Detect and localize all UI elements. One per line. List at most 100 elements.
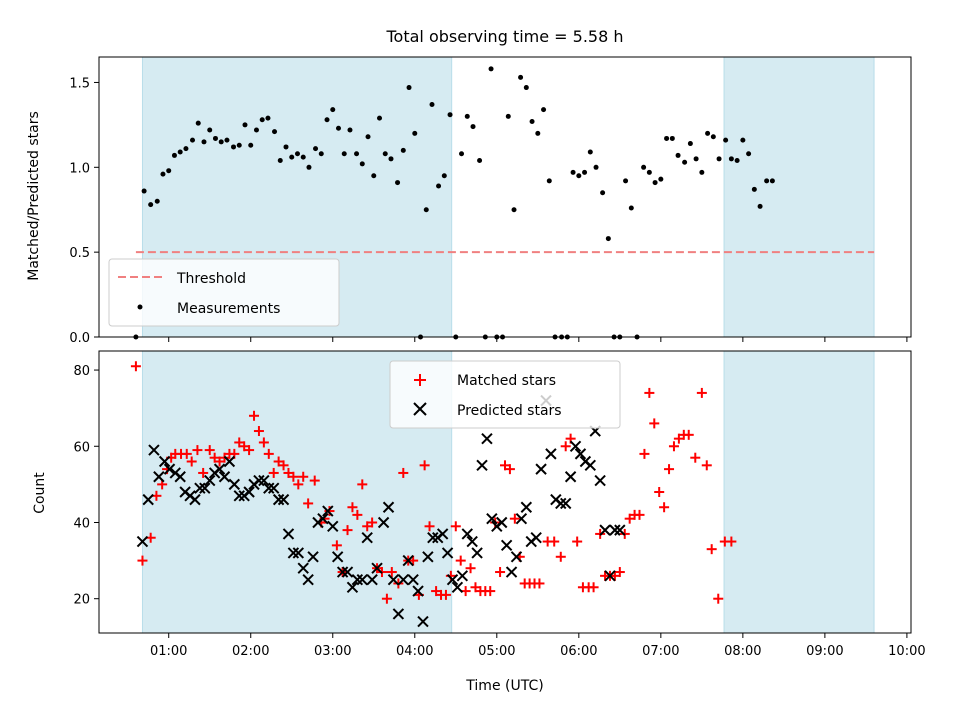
- measurement-point: [464, 113, 470, 119]
- predicted-point-b: [282, 528, 295, 540]
- measurement-point: [505, 113, 511, 119]
- predicted-point-b: [356, 573, 368, 586]
- predicted-point-b: [515, 512, 528, 525]
- predicted-point: [397, 573, 410, 586]
- matched-point: [424, 521, 435, 532]
- predicted-point: [148, 444, 160, 456]
- x-tick-label: 10:00: [888, 644, 925, 659]
- count-axes: 20 40 60 80 01:00 02:00 03:00 04:00 05:00 06:00 07…: [73, 350, 926, 659]
- predicted-point-b: [594, 474, 606, 487]
- predicted-point: [609, 524, 621, 536]
- matched-point: [386, 567, 397, 578]
- count-legend: Matched stars Predicted stars: [389, 360, 621, 429]
- measurement-point: [283, 144, 289, 150]
- matched-point: [204, 445, 215, 456]
- predicted-point: [153, 471, 165, 483]
- matched-point: [324, 506, 335, 517]
- predicted-point-b: [327, 520, 339, 533]
- matched-point: [455, 555, 466, 566]
- measurements-legend-label: Measurements: [177, 301, 280, 317]
- predicted-point: [317, 512, 329, 525]
- predicted-point: [361, 532, 373, 544]
- measurement-point: [259, 117, 265, 123]
- measurement-point: [705, 130, 711, 136]
- ratio-y-axis-label: Matched/Predicted stars: [26, 111, 42, 281]
- x-tick-label: 03:00: [314, 644, 351, 659]
- x-tick-label: 06:00: [560, 644, 597, 659]
- matched-point: [398, 467, 409, 478]
- predicted-point-b: [233, 490, 245, 502]
- matched-point: [342, 525, 353, 536]
- matched-point: [303, 498, 314, 509]
- predicted-point-b: [417, 615, 429, 628]
- predicted-point: [272, 493, 285, 506]
- x-tick-label: 05:00: [478, 644, 515, 659]
- matched-point: [654, 487, 665, 497]
- predicted-point: [471, 547, 483, 559]
- predicted-point-b: [297, 562, 309, 574]
- matched-point: [253, 426, 264, 437]
- matched-point: [644, 387, 655, 398]
- predicted-point: [446, 573, 459, 586]
- predicted-point: [481, 432, 493, 445]
- measurement-point: [272, 129, 278, 135]
- predicted-point: [382, 501, 395, 513]
- predicted-point: [559, 497, 572, 510]
- predicted-point-b: [243, 486, 255, 498]
- predicted-point-b: [351, 573, 364, 586]
- predicted-point: [223, 455, 236, 468]
- matched-point: [450, 521, 461, 532]
- measurement-point: [171, 152, 177, 158]
- predicted-point: [496, 516, 508, 529]
- count-y-tick-label: 60: [73, 440, 90, 455]
- measurement-point: [523, 85, 529, 91]
- predicted-point-b: [346, 581, 359, 593]
- measurement-point: [576, 173, 582, 179]
- matched-point: [258, 437, 269, 448]
- predicted-point-b: [392, 608, 405, 620]
- predicted-point: [422, 551, 434, 563]
- measurement-point: [623, 178, 629, 184]
- measurement-point: [441, 173, 447, 179]
- predicted-point: [194, 482, 206, 494]
- predicted-point: [327, 520, 339, 533]
- predicted-point: [253, 474, 265, 487]
- predicted-point-b: [361, 532, 373, 544]
- measurement-point: [600, 190, 606, 196]
- predicted-point: [520, 501, 533, 513]
- measurement-point: [236, 142, 242, 148]
- predicted-point: [189, 493, 201, 506]
- predicted-point: [366, 573, 378, 586]
- threshold-legend-label: Threshold: [176, 271, 246, 287]
- predicted-point: [267, 482, 280, 494]
- ratio-y-tick-label: 0.0: [69, 331, 90, 346]
- predicted-point: [402, 554, 414, 567]
- measurement-point: [593, 164, 599, 170]
- predicted-point: [476, 459, 488, 472]
- predicted-point: [263, 482, 275, 494]
- predicted-legend-swatch: [413, 402, 427, 416]
- measurement-point: [734, 158, 740, 164]
- count-y-tick-label: 40: [73, 516, 90, 531]
- measurement-point: [377, 115, 383, 121]
- measurement-point: [658, 176, 664, 182]
- predicted-point-b: [476, 459, 488, 472]
- predicted-point: [336, 566, 349, 578]
- measurement-point: [406, 85, 412, 91]
- matched-point: [683, 429, 694, 440]
- measurement-point: [300, 154, 306, 160]
- measurement-point: [687, 141, 693, 147]
- predicted-point: [417, 615, 429, 628]
- measurement-point: [570, 169, 576, 175]
- predicted-point-b: [371, 562, 383, 574]
- measurement-point: [231, 144, 237, 150]
- count-legend-box: [389, 360, 621, 429]
- predicted-point-b: [213, 463, 226, 475]
- measurement-point: [751, 186, 757, 192]
- matched-point: [244, 445, 255, 456]
- matched-point: [713, 593, 724, 604]
- measurement-point: [764, 178, 770, 184]
- matched-point: [588, 582, 599, 593]
- matched-point: [419, 460, 430, 471]
- predicted-point-b: [461, 528, 473, 540]
